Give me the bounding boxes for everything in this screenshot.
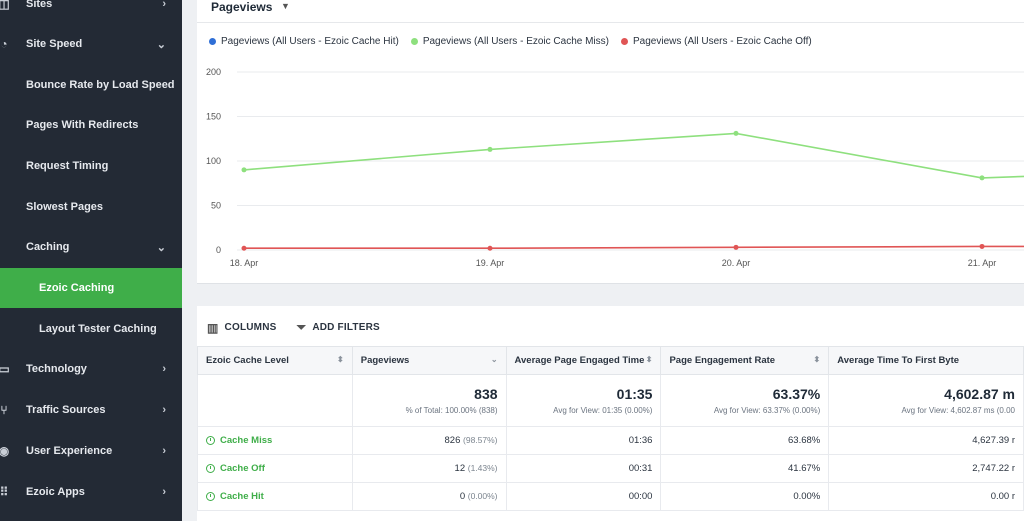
add-filters-button[interactable]: ⏷ ADD FILTERS <box>296 320 380 334</box>
chart-legend: Pageviews (All Users - Ezoic Cache Hit) … <box>209 36 812 47</box>
clock-icon <box>206 436 215 445</box>
columns-icon: ▥ <box>207 320 219 335</box>
sidebar-item-sites[interactable]: ◫ Sites › <box>0 0 182 24</box>
total-pageviews: 838 <box>474 386 498 402</box>
line-chart: 0 50 100 150 200 18. Apr 19. Apr 20. Apr 21. Apr <box>206 67 1024 268</box>
chart-card: Pageviews ▼ Pageviews (All Users - Ezoic… <box>197 0 1024 284</box>
speedometer-icon: ◔ <box>0 37 8 51</box>
sidebar-item-pages-with-redirects[interactable]: Pages With Redirects <box>26 119 139 131</box>
total-engaged-time: 01:35 <box>616 386 653 402</box>
metric-dropdown[interactable]: Pageviews <box>211 0 273 14</box>
clock-icon <box>206 492 215 501</box>
column-header-cache-level[interactable]: Ezoic Cache Level ⬍ <box>197 346 353 375</box>
report-table-card: ▥ COLUMNS ⏷ ADD FILTERS Ezoic Cache Leve… <box>197 306 1024 521</box>
table-row: Cache Miss 826 (98.57%) 01:36 63.68% 4,6… <box>197 426 1024 455</box>
data-point <box>487 146 493 152</box>
sidebar-item-ezoic-caching[interactable]: Ezoic Caching <box>0 268 182 308</box>
y-tick-label: 200 <box>206 67 221 77</box>
monitor-icon: ▭ <box>0 362 10 376</box>
chevron-right-icon: › <box>162 445 166 457</box>
sidebar-item-traffic-sources[interactable]: ⑂ Traffic Sources › <box>0 390 182 430</box>
chevron-down-icon: ⌄ <box>156 38 166 51</box>
data-point <box>979 175 985 181</box>
total-ttfb: 4,602.87 m <box>944 386 1015 402</box>
sidebar-item-slowest-pages[interactable]: Slowest Pages <box>26 201 104 213</box>
y-tick-label: 0 <box>216 245 221 255</box>
data-point <box>487 245 493 251</box>
sites-icon: ◫ <box>0 0 10 11</box>
sidebar-item-layout-tester-caching[interactable]: Layout Tester Caching <box>39 323 157 335</box>
y-tick-label: 100 <box>206 156 221 166</box>
table-toolbar: ▥ COLUMNS ⏷ ADD FILTERS <box>207 320 380 335</box>
sidebar-item-caching[interactable]: Caching ⌄ <box>26 241 166 254</box>
legend-item-cache-off[interactable]: Pageviews (All Users - Ezoic Cache Off) <box>621 36 812 47</box>
x-tick-label: 21. Apr <box>968 258 997 268</box>
caret-down-icon[interactable]: ▼ <box>281 1 290 11</box>
row-link-cache-off[interactable]: Cache Off <box>206 463 344 474</box>
y-tick-label: 50 <box>211 201 221 211</box>
sort-icon[interactable]: ⬍ <box>813 355 821 364</box>
column-header-engaged-time[interactable]: Average Page Engaged Time ⬍ <box>505 346 662 375</box>
legend-item-cache-miss[interactable]: Pageviews (All Users - Ezoic Cache Miss) <box>410 36 609 47</box>
sidebar-item-user-experience[interactable]: ◉ User Experience › <box>0 431 182 471</box>
sort-desc-icon[interactable]: ⌄ <box>490 355 498 364</box>
chevron-right-icon: › <box>162 486 166 498</box>
legend-dot-icon <box>621 38 628 45</box>
series-line <box>243 132 1024 179</box>
report-table: Ezoic Cache Level ⬍ Pageviews ⌄ Average Pa… <box>197 346 1024 511</box>
sidebar-item-bounce-rate[interactable]: Bounce Rate by Load Speed <box>26 79 175 91</box>
total-engagement-rate: 63.37% <box>772 386 821 402</box>
data-point <box>241 245 247 251</box>
sidebar-item-ezoic-apps[interactable]: ⠿ Ezoic Apps › <box>0 472 182 512</box>
legend-dot-icon <box>410 38 418 45</box>
sidebar-item-request-timing[interactable]: Request Timing <box>26 160 109 172</box>
sidebar-item-site-speed[interactable]: ◔ Site Speed ⌄ <box>0 24 182 64</box>
table-row: Cache Hit 0 (0.00%) 00:00 0.00% 0.00 r <box>197 482 1024 511</box>
legend-item-cache-hit[interactable]: Pageviews (All Users - Ezoic Cache Hit) <box>209 36 399 47</box>
chevron-right-icon: › <box>162 404 166 416</box>
clock-icon <box>206 464 215 473</box>
table-row: Cache Off 12 (1.43%) 00:31 41.67% 2,747.… <box>197 454 1024 483</box>
column-header-engagement-rate[interactable]: Page Engagement Rate ⬍ <box>660 346 830 375</box>
row-link-cache-hit[interactable]: Cache Hit <box>206 491 344 502</box>
data-point <box>241 167 247 173</box>
apps-icon: ⠿ <box>0 485 9 499</box>
data-point <box>979 243 985 249</box>
chevron-right-icon: › <box>162 0 166 10</box>
columns-button[interactable]: ▥ COLUMNS <box>207 320 277 335</box>
legend-dot-icon <box>209 38 216 45</box>
x-tick-label: 20. Apr <box>722 258 751 268</box>
column-header-ttfb[interactable]: Average Time To First Byte <box>828 346 1024 375</box>
x-tick-label: 18. Apr <box>230 258 259 268</box>
x-tick-label: 19. Apr <box>476 258 505 268</box>
row-link-cache-miss[interactable]: Cache Miss <box>206 435 344 446</box>
sidebar-item-technology[interactable]: ▭ Technology › <box>0 349 182 389</box>
user-icon: ◉ <box>0 444 10 458</box>
y-tick-label: 150 <box>206 112 221 122</box>
totals-row: 838% of Total: 100.00% (838) 01:35 Avg fo… <box>197 374 1024 427</box>
sidebar: ◫ Sites › ◔ Site Speed ⌄ Bounce Rate by … <box>0 0 182 521</box>
data-point <box>733 244 739 250</box>
column-header-pageviews[interactable]: Pageviews ⌄ <box>351 346 507 375</box>
network-icon: ⑂ <box>0 403 8 417</box>
series-line <box>244 245 1024 250</box>
chevron-right-icon: › <box>162 363 166 375</box>
filter-icon: ⏷ <box>296 320 307 334</box>
sort-icon[interactable]: ⬍ <box>337 355 344 364</box>
sort-icon[interactable]: ⬍ <box>645 355 653 364</box>
divider <box>197 22 1024 23</box>
data-point <box>733 130 739 136</box>
chevron-down-icon: ⌄ <box>156 241 166 254</box>
